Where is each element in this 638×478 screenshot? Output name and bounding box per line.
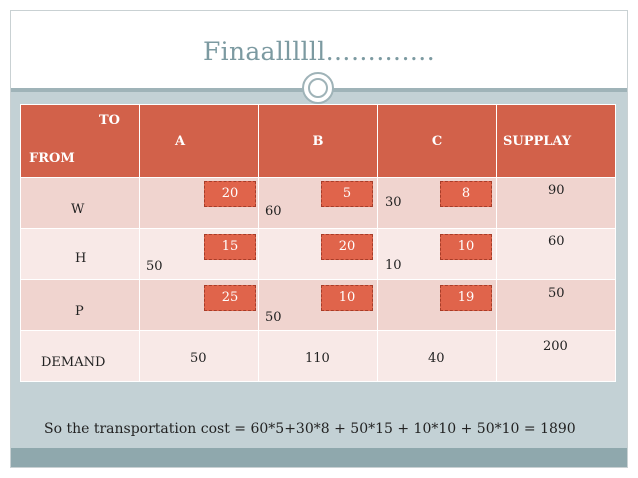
cell-h-supply: 60 bbox=[496, 228, 616, 280]
footer-bar bbox=[11, 448, 627, 467]
cell-w-a: 20 bbox=[139, 177, 259, 229]
demand-total: 200 bbox=[496, 330, 616, 382]
demand-c: 40 bbox=[377, 330, 497, 382]
allocation-value: 10 bbox=[385, 258, 402, 273]
cost-box: 5 bbox=[321, 181, 373, 207]
allocation-value: 60 bbox=[265, 204, 282, 219]
cell-w-supply: 90 bbox=[496, 177, 616, 229]
header-to: TO bbox=[99, 113, 120, 128]
cell-p-supply: 50 bbox=[496, 279, 616, 331]
cell-p-b: 50 10 bbox=[258, 279, 378, 331]
header-from: FROM bbox=[29, 151, 75, 166]
allocation-value: 30 bbox=[385, 195, 402, 210]
cell-h-c: 10 10 bbox=[377, 228, 497, 280]
cost-box: 25 bbox=[204, 285, 256, 311]
header-supply: SUPPLAY bbox=[496, 104, 616, 178]
demand-b: 110 bbox=[258, 330, 378, 382]
cost-box: 8 bbox=[440, 181, 492, 207]
header-b: B bbox=[258, 104, 378, 178]
ring-ornament-icon bbox=[302, 72, 334, 104]
cell-p-a: 25 bbox=[139, 279, 259, 331]
cost-box: 10 bbox=[321, 285, 373, 311]
cost-box: 15 bbox=[204, 234, 256, 260]
allocation-value: 50 bbox=[146, 259, 163, 274]
transportation-table: TO FROM A B C SUPPLAY W 20 60 5 30 8 90 bbox=[20, 104, 616, 382]
header-row: TO FROM A B C SUPPLAY bbox=[20, 104, 616, 178]
row-label: DEMAND bbox=[20, 330, 140, 382]
row-label: P bbox=[20, 279, 140, 331]
header-c: C bbox=[377, 104, 497, 178]
cost-box: 19 bbox=[440, 285, 492, 311]
header-a: A bbox=[139, 104, 259, 178]
cell-w-b: 60 5 bbox=[258, 177, 378, 229]
row-label: H bbox=[20, 228, 140, 280]
cell-p-c: 19 bbox=[377, 279, 497, 331]
cost-box: 10 bbox=[440, 234, 492, 260]
cell-w-c: 30 8 bbox=[377, 177, 497, 229]
cost-box: 20 bbox=[321, 234, 373, 260]
table-row: P 25 50 10 19 50 bbox=[20, 279, 616, 331]
demand-row: DEMAND 50 110 40 200 bbox=[20, 330, 616, 382]
cell-h-b: 20 bbox=[258, 228, 378, 280]
table-row: W 20 60 5 30 8 90 bbox=[20, 177, 616, 229]
cost-box: 20 bbox=[204, 181, 256, 207]
cell-h-a: 50 15 bbox=[139, 228, 259, 280]
demand-a: 50 bbox=[139, 330, 259, 382]
cost-summary: So the transportation cost = 60*5+30*8 +… bbox=[44, 421, 576, 437]
row-label: W bbox=[20, 177, 140, 229]
slide-title: Finaallllll…………. bbox=[203, 37, 435, 66]
allocation-value: 50 bbox=[265, 310, 282, 325]
table-row: H 50 15 20 10 10 60 bbox=[20, 228, 616, 280]
